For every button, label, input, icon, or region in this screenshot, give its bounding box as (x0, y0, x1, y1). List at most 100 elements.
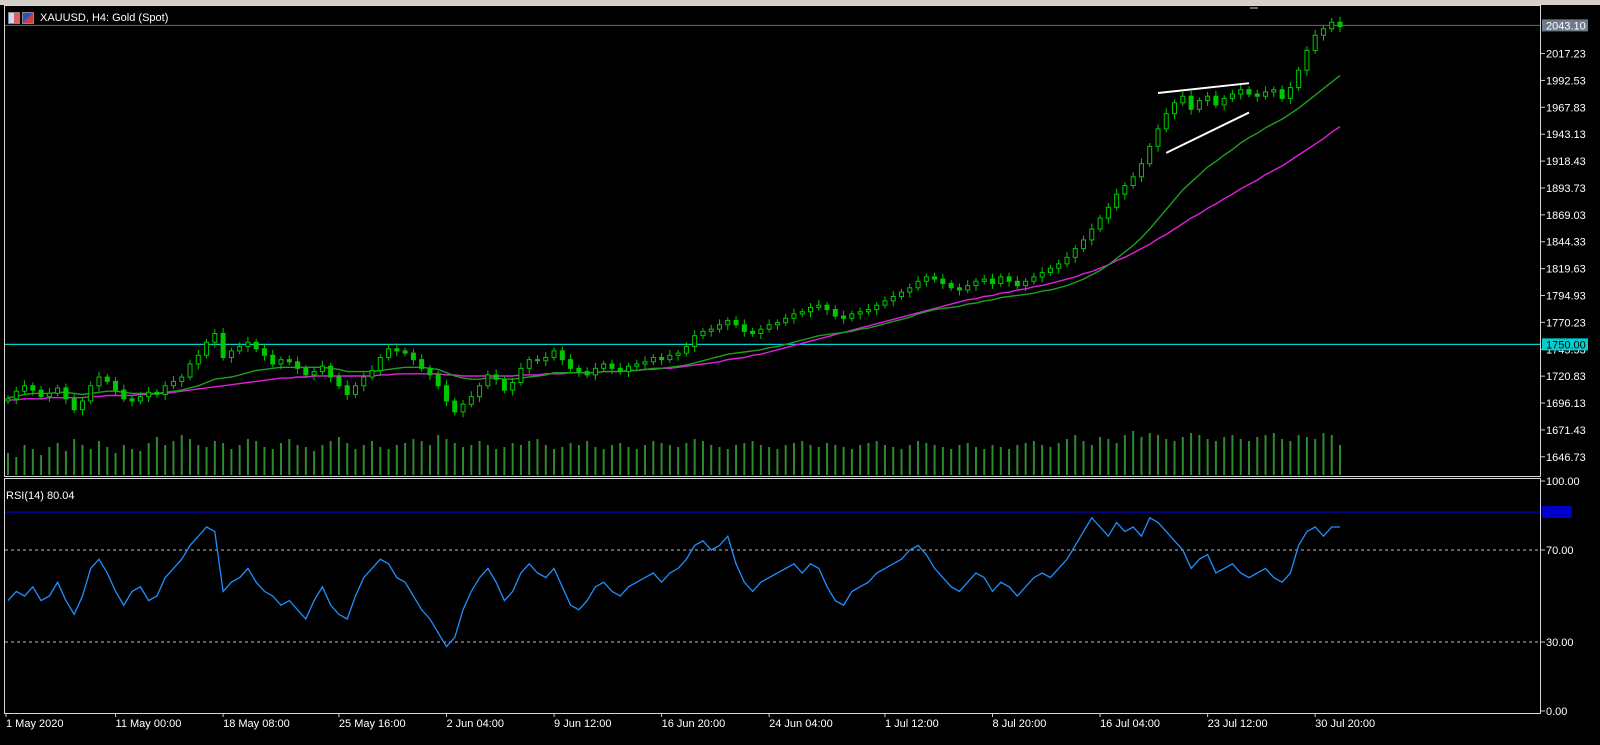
time-tick-label: 1 Jul 12:00 (885, 718, 939, 730)
trend-line (1165, 111, 1250, 154)
candle-body (1014, 280, 1020, 287)
candle-body (783, 317, 789, 324)
volume-bar (1181, 437, 1184, 475)
candle-body (1229, 93, 1235, 99)
rsi-line (7, 516, 1340, 648)
current-price-tag (1542, 19, 1588, 32)
volume-bar (751, 441, 754, 475)
volume-bar (735, 445, 738, 475)
candle-body (741, 324, 747, 332)
candle-body (452, 400, 458, 413)
chart-bars-icon[interactable] (8, 12, 20, 24)
candle-body (609, 363, 615, 369)
price-tick-label: 1720.83 (1546, 371, 1586, 383)
candle-body (187, 363, 193, 378)
candle-body (1221, 97, 1227, 106)
candle-body (253, 341, 259, 350)
volume-bar (213, 441, 216, 475)
volume-bar (519, 445, 522, 475)
time-tick-label: 30 Jul 20:00 (1315, 718, 1375, 730)
candle-body (286, 359, 292, 363)
volume-bar (1156, 435, 1159, 475)
candle-body (1047, 267, 1053, 274)
candle-body (568, 359, 574, 369)
candle-body (220, 333, 226, 358)
candle-body (1172, 102, 1178, 115)
volume-bar (1198, 435, 1201, 475)
volume-bar (1190, 433, 1193, 475)
candle-body (700, 330, 706, 337)
candle-body (501, 378, 507, 391)
candle-body (63, 387, 69, 400)
candle-body (485, 374, 491, 387)
candle-body (526, 359, 532, 369)
symbol-title: XAUUSD, H4: Gold (Spot) (40, 12, 169, 24)
candle-body (1213, 95, 1219, 106)
time-tick-label: 24 Jun 04:00 (769, 718, 833, 730)
volume-bar (98, 441, 101, 475)
candle-body (625, 365, 631, 373)
candle-body (410, 352, 416, 361)
volume-bar (974, 447, 977, 475)
volume-bar (1289, 441, 1292, 475)
volume-bar (164, 445, 167, 475)
candle-body (5, 398, 11, 402)
volume-bar (155, 437, 158, 475)
chart-canvas[interactable]: 2017.23 1992.53 1967.83 1943.13 1918.43 1893.… (0, 5, 1600, 745)
volume-bar (668, 445, 671, 475)
candle-body (154, 391, 160, 395)
support-level-label: 1750.00 (1546, 339, 1586, 351)
candle-body (750, 330, 756, 335)
volume-bar (420, 441, 423, 475)
candle-body (617, 367, 623, 373)
candle-body (1114, 193, 1120, 208)
candle-body (1130, 176, 1136, 186)
support-level-tag (1542, 338, 1588, 351)
volume-bar (271, 449, 274, 475)
volume-bar (875, 441, 878, 475)
candle-body (1056, 263, 1062, 269)
volume-bar (1272, 433, 1275, 475)
volume-bar (925, 443, 928, 475)
volume-bar (776, 449, 779, 475)
candle-body (386, 348, 392, 358)
candle-body (1296, 69, 1302, 89)
candle-body (998, 276, 1004, 284)
candle-body (1147, 145, 1153, 165)
volume-bar (1231, 435, 1234, 475)
volume-bar (1065, 439, 1068, 475)
volume-bar (1223, 437, 1226, 475)
candle-body (377, 356, 383, 372)
price-tick-label: 1794.93 (1546, 290, 1586, 302)
flag-icon[interactable] (22, 12, 34, 24)
volume-bar (1132, 431, 1135, 475)
candle-body (96, 376, 102, 387)
volume-bar (486, 445, 489, 475)
volume-bar (1264, 435, 1267, 475)
volume-bar (362, 445, 365, 475)
candle-body (659, 356, 665, 361)
volume-bar (610, 445, 613, 475)
candle-body (278, 359, 284, 365)
volume-bar (619, 443, 622, 475)
volume-bar (933, 445, 936, 475)
volume-bar (280, 443, 283, 475)
volume-bar (445, 439, 448, 475)
volume-bar (917, 441, 920, 475)
volume-bar (1247, 441, 1250, 475)
volume-bar (569, 443, 572, 475)
candle-body (1312, 34, 1318, 52)
candle-body (1196, 100, 1202, 110)
candle-body (1279, 89, 1285, 99)
candle-body (137, 396, 143, 402)
candle-body (832, 309, 838, 317)
ma-fast-line (7, 75, 1341, 399)
volume-bar (801, 441, 804, 475)
volume-bar (999, 447, 1002, 475)
volume-bar (1297, 435, 1300, 475)
volume-bar (470, 445, 473, 475)
volume-bar (296, 445, 299, 475)
volume-bar (1016, 445, 1019, 475)
volume-bar (1082, 441, 1085, 475)
candle-body (592, 367, 598, 376)
